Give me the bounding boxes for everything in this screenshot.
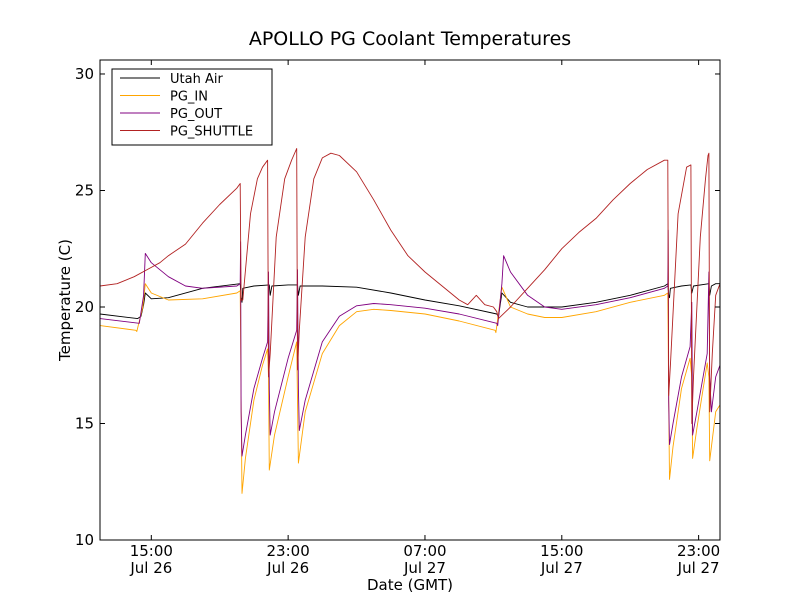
x-tick-time-label: 15:00 — [130, 542, 173, 560]
x-tick-time-label: 23:00 — [267, 542, 310, 560]
legend-label-utah-air: Utah Air — [170, 72, 223, 87]
y-axis: 10 15 20 25 30 — [75, 65, 720, 549]
y-tick-label: 10 — [75, 531, 94, 549]
y-tick-label: 15 — [75, 414, 94, 432]
plot-frame — [99, 59, 721, 541]
x-tick-time-label: 23:00 — [677, 542, 720, 560]
y-tick-label: 25 — [75, 181, 94, 199]
y-axis-label: Temperature (C) — [56, 239, 74, 362]
y-tick-label: 20 — [75, 298, 94, 316]
x-tick-time-label: 07:00 — [403, 542, 446, 560]
legend-label-pg-out: PG_OUT — [170, 107, 222, 122]
series-line-pg-shuttle — [100, 148, 720, 424]
x-tick-date-label: Jul 26 — [129, 559, 172, 577]
x-tick-date-label: Jul 27 — [677, 559, 720, 577]
y-tick-label: 30 — [75, 65, 94, 83]
x-axis-label: Date (GMT) — [367, 576, 453, 594]
legend-box — [111, 68, 273, 146]
series-line-utah-air — [100, 283, 720, 320]
x-tick-date-label: Jul 26 — [266, 559, 309, 577]
x-tick-date-label: Jul 27 — [540, 559, 583, 577]
legend-label-pg-shuttle: PG_SHUTTLE — [170, 125, 253, 140]
series-layer — [100, 148, 720, 494]
legend: Utah Air PG_IN PG_OUT PG_SHUTTLE — [111, 68, 273, 146]
chart-title: APOLLO PG Coolant Temperatures — [249, 28, 571, 50]
x-tick-date-label: Jul 27 — [403, 559, 446, 577]
legend-label-pg-in: PG_IN — [170, 90, 208, 105]
x-tick-time-label: 15:00 — [540, 542, 583, 560]
